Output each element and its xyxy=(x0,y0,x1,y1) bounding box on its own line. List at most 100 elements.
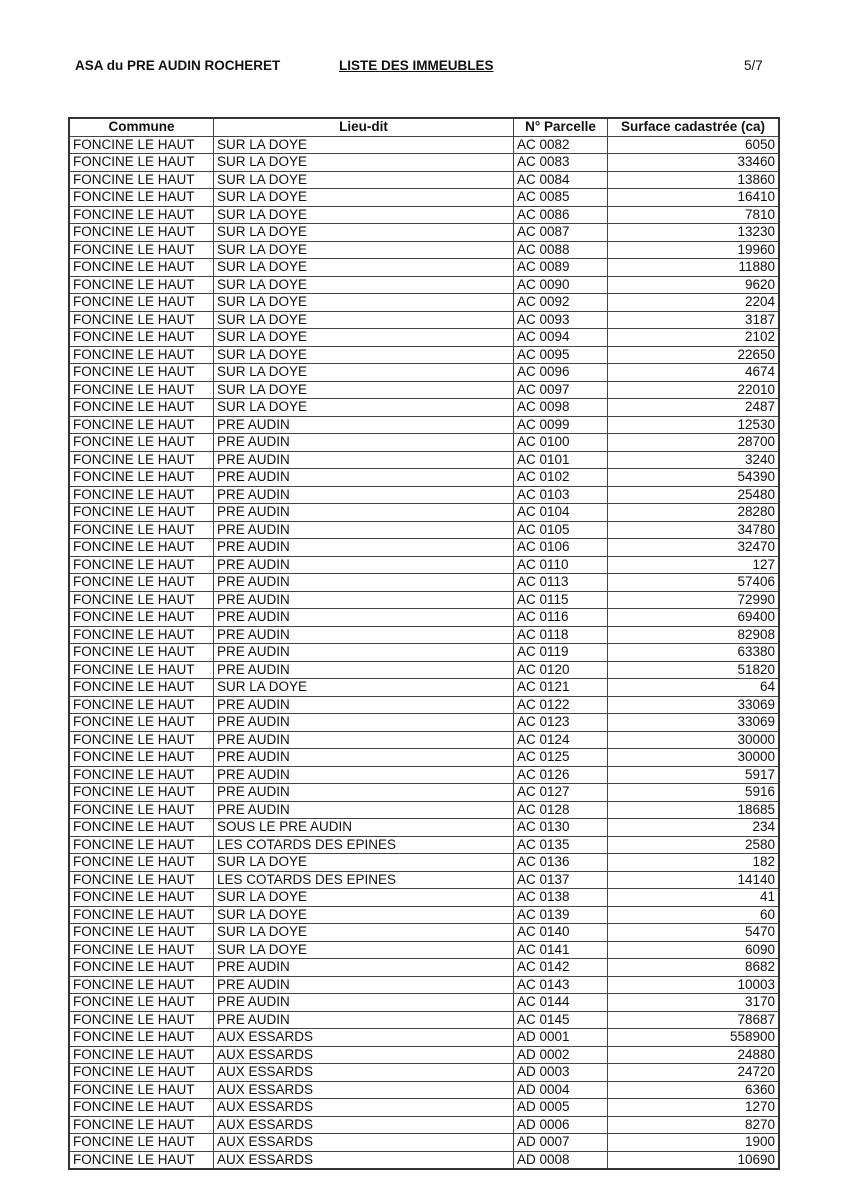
cell-surface: 28700 xyxy=(607,433,780,452)
cell-commune: FONCINE LE HAUT xyxy=(68,1080,214,1099)
cell-surface: 3187 xyxy=(607,310,780,329)
cell-parcelle: AC 0121 xyxy=(513,678,608,697)
cell-commune: FONCINE LE HAUT xyxy=(68,678,214,697)
cell-surface: 2487 xyxy=(607,398,780,417)
cell-lieu-dit: PRE AUDIN xyxy=(213,660,514,679)
cell-lieu-dit: SUR LA DOYE xyxy=(213,258,514,277)
cell-parcelle: AC 0141 xyxy=(513,940,608,959)
cell-surface: 24880 xyxy=(607,1045,780,1064)
table-row: FONCINE LE HAUT AUX ESSARDS AD 0007 1900 xyxy=(68,1133,780,1152)
cell-commune: FONCINE LE HAUT xyxy=(68,835,214,854)
cell-lieu-dit: SUR LA DOYE xyxy=(213,153,514,172)
cell-commune: FONCINE LE HAUT xyxy=(68,695,214,714)
cell-commune: FONCINE LE HAUT xyxy=(68,940,214,959)
cell-parcelle: AC 0087 xyxy=(513,223,608,242)
cell-parcelle: AC 0135 xyxy=(513,835,608,854)
cell-lieu-dit: PRE AUDIN xyxy=(213,538,514,557)
cell-parcelle: AC 0085 xyxy=(513,188,608,207)
cell-lieu-dit: SUR LA DOYE xyxy=(213,363,514,382)
cell-commune: FONCINE LE HAUT xyxy=(68,363,214,382)
cell-commune: FONCINE LE HAUT xyxy=(68,573,214,592)
cell-lieu-dit: PRE AUDIN xyxy=(213,555,514,574)
cell-commune: FONCINE LE HAUT xyxy=(68,485,214,504)
table-row: FONCINE LE HAUT SUR LA DOYE AC 0083 33460 xyxy=(68,153,780,172)
table-header-row: Commune Lieu-dit N° Parcelle Surface cad… xyxy=(68,117,780,137)
cell-parcelle: AC 0122 xyxy=(513,695,608,714)
cell-surface: 3240 xyxy=(607,450,780,469)
cell-commune: FONCINE LE HAUT xyxy=(68,555,214,574)
cell-surface: 5917 xyxy=(607,765,780,784)
cell-commune: FONCINE LE HAUT xyxy=(68,643,214,662)
cell-lieu-dit: PRE AUDIN xyxy=(213,433,514,452)
table-row: FONCINE LE HAUT PRE AUDIN AC 0128 18685 xyxy=(68,800,780,819)
cell-commune: FONCINE LE HAUT xyxy=(68,1098,214,1117)
cell-surface: 60 xyxy=(607,905,780,924)
cell-parcelle: AC 0139 xyxy=(513,905,608,924)
table-row: FONCINE LE HAUT SUR LA DOYE AC 0084 13860 xyxy=(68,170,780,189)
table-row: FONCINE LE HAUT SUR LA DOYE AC 0096 4674 xyxy=(68,363,780,382)
table-row: FONCINE LE HAUT PRE AUDIN AC 0116 69400 xyxy=(68,608,780,627)
cell-parcelle: AC 0119 xyxy=(513,643,608,662)
cell-commune: FONCINE LE HAUT xyxy=(68,380,214,399)
cell-commune: FONCINE LE HAUT xyxy=(68,800,214,819)
cell-lieu-dit: SUR LA DOYE xyxy=(213,923,514,942)
organization-name: ASA du PRE AUDIN ROCHERET xyxy=(75,58,281,73)
cell-lieu-dit: AUX ESSARDS xyxy=(213,1045,514,1064)
cell-lieu-dit: SUR LA DOYE xyxy=(213,940,514,959)
cell-lieu-dit: SUR LA DOYE xyxy=(213,853,514,872)
cell-lieu-dit: AUX ESSARDS xyxy=(213,1115,514,1134)
table-row: FONCINE LE HAUT PRE AUDIN AC 0113 57406 xyxy=(68,573,780,592)
table-row: FONCINE LE HAUT SUR LA DOYE AC 0094 2102 xyxy=(68,328,780,347)
cell-surface: 13230 xyxy=(607,223,780,242)
cell-commune: FONCINE LE HAUT xyxy=(68,205,214,224)
cell-lieu-dit: PRE AUDIN xyxy=(213,485,514,504)
table-row: FONCINE LE HAUT PRE AUDIN AC 0126 5917 xyxy=(68,765,780,784)
table-row: FONCINE LE HAUT PRE AUDIN AC 0144 3170 xyxy=(68,993,780,1012)
table-row: FONCINE LE HAUT SUR LA DOYE AC 0089 11880 xyxy=(68,258,780,277)
cell-lieu-dit: PRE AUDIN xyxy=(213,993,514,1012)
cell-parcelle: AC 0116 xyxy=(513,608,608,627)
table-row: FONCINE LE HAUT PRE AUDIN AC 0105 34780 xyxy=(68,520,780,539)
cell-lieu-dit: SOUS LE PRE AUDIN xyxy=(213,818,514,837)
cell-commune: FONCINE LE HAUT xyxy=(68,310,214,329)
cell-parcelle: AC 0083 xyxy=(513,153,608,172)
table-row: FONCINE LE HAUT SUR LA DOYE AC 0087 13230 xyxy=(68,223,780,242)
cell-surface: 6050 xyxy=(607,135,780,154)
cell-surface: 33460 xyxy=(607,153,780,172)
table-row: FONCINE LE HAUT SUR LA DOYE AC 0082 6050 xyxy=(68,135,780,154)
cell-surface: 22650 xyxy=(607,345,780,364)
cell-surface: 18685 xyxy=(607,800,780,819)
cell-parcelle: AC 0138 xyxy=(513,888,608,907)
cell-surface: 9620 xyxy=(607,275,780,294)
cell-surface: 12530 xyxy=(607,415,780,434)
cell-commune: FONCINE LE HAUT xyxy=(68,538,214,557)
cell-commune: FONCINE LE HAUT xyxy=(68,870,214,889)
cell-commune: FONCINE LE HAUT xyxy=(68,783,214,802)
cell-parcelle: AC 0124 xyxy=(513,730,608,749)
cell-surface: 127 xyxy=(607,555,780,574)
cell-parcelle: AD 0001 xyxy=(513,1028,608,1047)
cell-surface: 22010 xyxy=(607,380,780,399)
table-row: FONCINE LE HAUT AUX ESSARDS AD 0003 24720 xyxy=(68,1063,780,1082)
cell-surface: 25480 xyxy=(607,485,780,504)
column-header-surface: Surface cadastrée (ca) xyxy=(607,117,780,137)
cell-lieu-dit: LES COTARDS DES EPINES xyxy=(213,835,514,854)
cell-lieu-dit: PRE AUDIN xyxy=(213,1010,514,1029)
cell-commune: FONCINE LE HAUT xyxy=(68,905,214,924)
cell-surface: 64 xyxy=(607,678,780,697)
cell-commune: FONCINE LE HAUT xyxy=(68,608,214,627)
cell-surface: 41 xyxy=(607,888,780,907)
cell-surface: 558900 xyxy=(607,1028,780,1047)
table-row: FONCINE LE HAUT SUR LA DOYE AC 0092 2204 xyxy=(68,293,780,312)
column-header-commune: Commune xyxy=(68,117,214,137)
cell-lieu-dit: SUR LA DOYE xyxy=(213,205,514,224)
table-row: FONCINE LE HAUT PRE AUDIN AC 0143 10003 xyxy=(68,975,780,994)
cell-lieu-dit: AUX ESSARDS xyxy=(213,1098,514,1117)
cell-surface: 32470 xyxy=(607,538,780,557)
table-row: FONCINE LE HAUT PRE AUDIN AC 0103 25480 xyxy=(68,485,780,504)
cell-surface: 3170 xyxy=(607,993,780,1012)
table-row: FONCINE LE HAUT PRE AUDIN AC 0142 8682 xyxy=(68,958,780,977)
cell-commune: FONCINE LE HAUT xyxy=(68,328,214,347)
cell-lieu-dit: PRE AUDIN xyxy=(213,573,514,592)
cell-surface: 10690 xyxy=(607,1150,780,1170)
